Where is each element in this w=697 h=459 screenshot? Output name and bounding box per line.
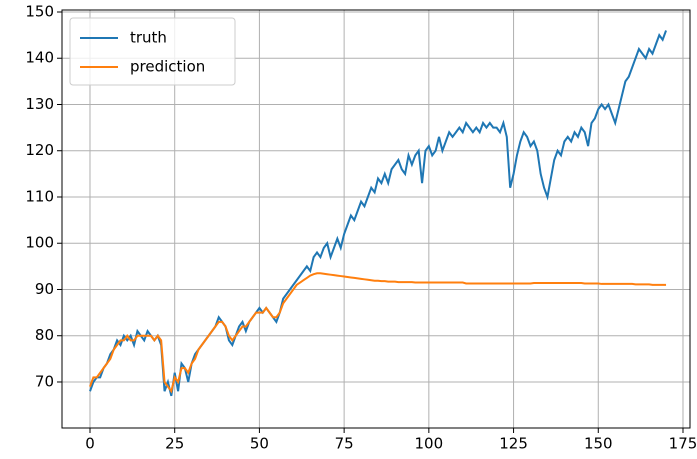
legend: truth prediction: [69, 17, 236, 86]
y-tick-label: 90: [35, 280, 54, 298]
y-tick-label: 80: [35, 326, 54, 344]
legend-label: truth: [130, 29, 167, 47]
x-tick-label: 175: [669, 435, 697, 453]
y-tick-label: 140: [25, 49, 54, 67]
series-line: [89, 272, 667, 394]
x-tick-label: 0: [85, 435, 95, 453]
x-tick-label: 150: [584, 435, 613, 453]
y-tick-label: 120: [25, 141, 54, 159]
legend-box: [69, 17, 236, 86]
y-tick-label: 70: [35, 372, 54, 390]
x-tick-label: 100: [415, 435, 444, 453]
plot-frame: [61, 9, 691, 429]
x-tick-label: 25: [165, 435, 184, 453]
lines: [89, 30, 667, 397]
legend-label: prediction: [130, 58, 205, 76]
x-tick-label: 75: [335, 435, 354, 453]
grid: [62, 10, 690, 428]
y-tick-label: 130: [25, 95, 54, 113]
ticks: 0 25 50 75 100 125 150 175 70 80 90 100 110 120 130 140…: [25, 2, 697, 452]
y-tick-label: 150: [25, 2, 54, 20]
x-tick-label: 50: [250, 435, 269, 453]
y-tick-label: 100: [25, 234, 54, 252]
x-tick-label: 125: [499, 435, 528, 453]
series-line: [89, 30, 667, 397]
y-tick-label: 110: [25, 187, 54, 205]
